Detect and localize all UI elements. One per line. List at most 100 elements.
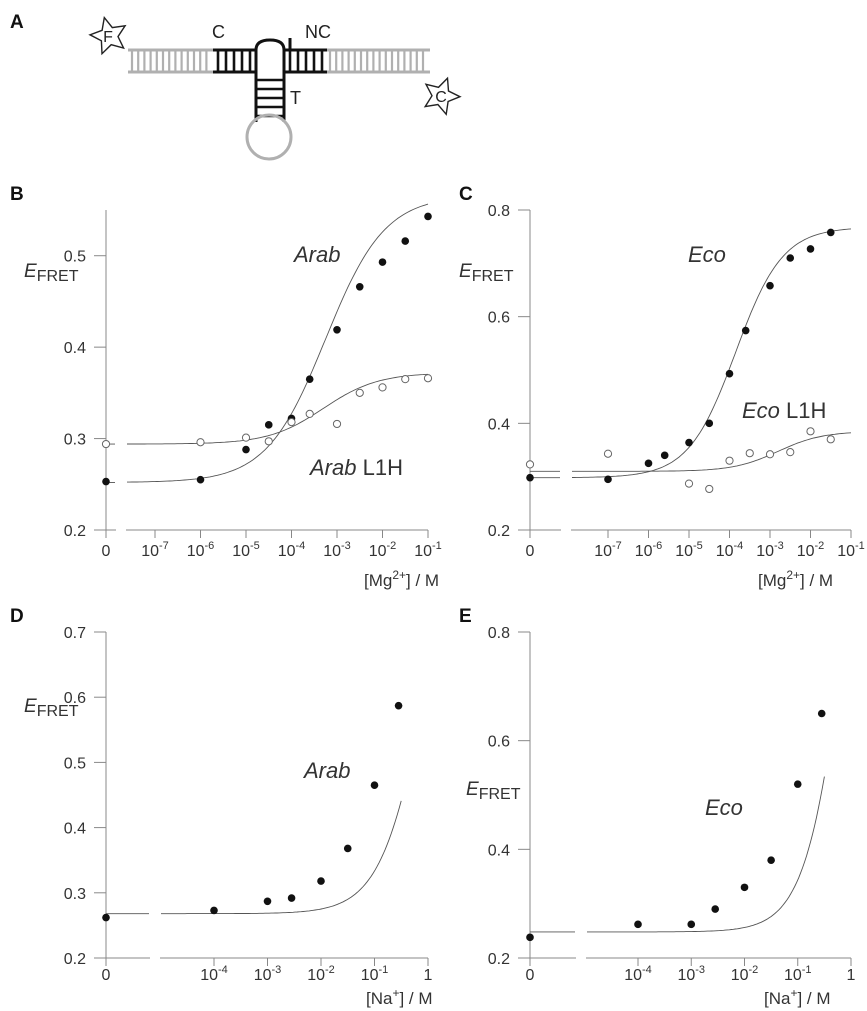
y-tick-label: 0.2	[488, 523, 510, 540]
data-point-filled	[317, 877, 325, 885]
data-point-open	[378, 383, 387, 392]
x-tick-label: 10-5	[232, 540, 260, 560]
x-axis-break	[576, 955, 586, 961]
x-tick-label: 10-2	[369, 540, 397, 560]
x-tick-label: 10-4	[278, 540, 306, 560]
series-label: Arab	[292, 242, 340, 267]
x-tick-label: 10-6	[635, 540, 663, 560]
series-label: Arab	[302, 758, 350, 783]
data-point-filled	[333, 325, 341, 334]
y-tick-label: 0.2	[64, 951, 86, 968]
data-point-filled	[711, 905, 720, 913]
data-point-open	[101, 439, 111, 449]
data-point-open	[355, 388, 364, 397]
series-label: Arab L1H	[308, 455, 403, 480]
y-axis-label: EFRET	[459, 261, 514, 285]
data-point-filled	[817, 709, 826, 718]
helix-rungs-left	[130, 50, 208, 72]
x-tick-label: 10-1	[837, 540, 865, 560]
y-tick-label: 0.5	[64, 755, 86, 772]
data-point-filled	[102, 477, 110, 486]
data-point-filled	[263, 897, 272, 906]
x-tick-label: 10-3	[677, 964, 705, 984]
data-point-open	[725, 456, 734, 465]
data-point-open	[826, 435, 835, 444]
data-point-open	[305, 409, 314, 418]
y-tick-label: 0.7	[64, 625, 86, 642]
x-tick-label: 10-1	[414, 540, 442, 560]
y-tick-label: 0.8	[488, 625, 510, 642]
fit-curve	[161, 800, 402, 915]
data-point-open	[745, 449, 754, 458]
data-point-filled	[196, 475, 205, 484]
x-axis-label: [Mg2+] / M	[364, 568, 439, 590]
data-point-open	[525, 460, 535, 469]
data-point-filled	[401, 237, 410, 245]
x-tick-label: 0	[102, 967, 111, 984]
loop	[245, 113, 293, 161]
y-axis-label: EFRET	[24, 696, 79, 720]
x-axis-label: [Mg2+] / M	[758, 568, 833, 590]
chart-panel-d: D 0.2 0.3 0.4 0.5 0.6 0.7 0 10-4 10-3 10-2 10-1 1 EFR…	[10, 606, 433, 1008]
data-point-filled	[370, 781, 379, 790]
label-t: T	[290, 88, 301, 108]
y-tick-label: 0.4	[64, 340, 86, 357]
donor-label: F	[103, 29, 113, 46]
fit-curve	[127, 203, 429, 483]
stem-rungs	[256, 78, 284, 118]
data-point-filled	[741, 326, 750, 335]
data-point-open	[765, 450, 775, 459]
fit-curve	[127, 373, 429, 445]
y-tick-label: 0.4	[64, 821, 86, 838]
y-tick-label: 0.3	[64, 886, 86, 903]
data-point-filled	[767, 856, 775, 864]
data-point-filled	[766, 281, 774, 290]
data-point-filled	[242, 445, 250, 454]
data-point-filled	[687, 920, 696, 929]
y-axis-label: EFRET	[24, 261, 79, 285]
x-tick-label: 10-1	[361, 964, 389, 984]
x-tick-label: 10-6	[187, 540, 215, 560]
data-point-filled	[343, 844, 352, 853]
data-point-open	[786, 448, 795, 457]
data-point-filled	[102, 913, 110, 922]
panel-letter-d: D	[10, 606, 24, 627]
data-point-open	[287, 418, 296, 427]
data-point-open	[603, 449, 613, 458]
x-axis-label: [Na+] / M	[366, 986, 433, 1008]
junction-rungs	[216, 50, 324, 72]
data-point-filled	[305, 375, 314, 383]
data-point-filled	[526, 933, 534, 942]
data-point-filled	[394, 701, 403, 710]
series-label: Eco L1H	[742, 398, 826, 423]
data-point-open	[705, 484, 714, 494]
x-tick-label: 10-7	[141, 540, 169, 560]
y-tick-label: 0.2	[488, 951, 510, 968]
y-tick-label: 0.8	[488, 203, 510, 220]
helix-rungs-right	[328, 50, 425, 72]
fit-curve	[587, 776, 825, 933]
acceptor-label: C	[435, 89, 447, 106]
x-tick-label: 1	[847, 967, 856, 984]
panel-letter-c: C	[459, 184, 473, 205]
data-point-filled	[740, 883, 749, 892]
data-point-filled	[378, 258, 387, 266]
data-point-filled	[725, 369, 734, 378]
data-point-open	[241, 433, 251, 442]
x-tick-label: 10-2	[797, 540, 825, 560]
data-point-filled	[685, 438, 693, 447]
data-point-open	[401, 375, 410, 384]
acceptor-star-icon	[423, 76, 462, 116]
x-axis-label: [Na+] / M	[764, 986, 831, 1008]
panel-letter-a: A	[10, 12, 24, 33]
rna-schematic: A C NC T F C	[10, 12, 462, 161]
data-point-filled	[264, 421, 273, 429]
data-point-filled	[660, 451, 669, 460]
x-tick-label: 10-3	[756, 540, 784, 560]
data-point-filled	[806, 245, 815, 253]
x-tick-label: 10-4	[200, 964, 228, 984]
y-tick-label: 0.2	[64, 523, 86, 540]
y-axis-label: EFRET	[466, 779, 521, 803]
panel-letter-e: E	[459, 606, 472, 627]
